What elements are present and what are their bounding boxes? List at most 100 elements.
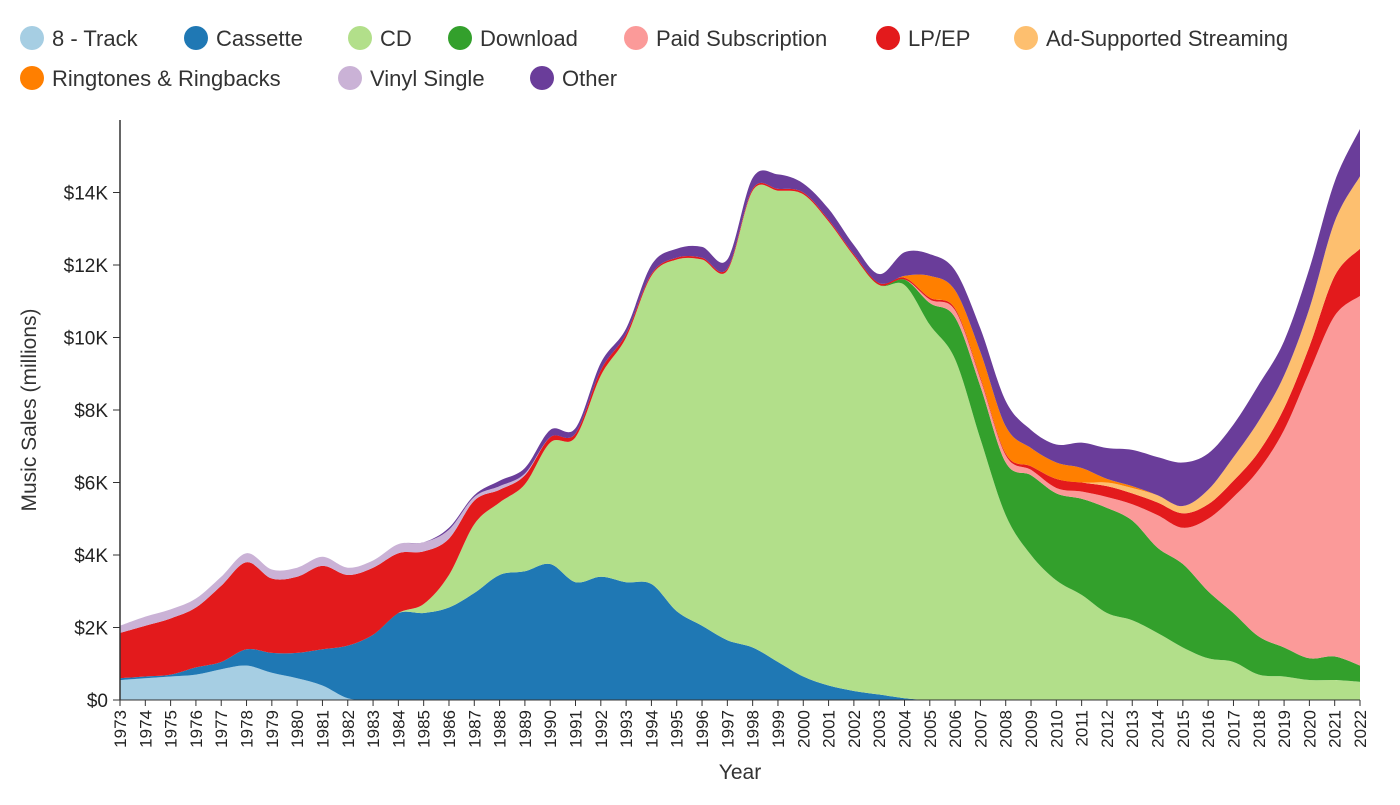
x-tick-label: 1994: [642, 710, 661, 748]
legend-swatch: [20, 66, 44, 90]
legend-label: Ringtones & Ringbacks: [52, 66, 281, 91]
x-tick-label: 2012: [1098, 710, 1117, 748]
x-tick-label: 2001: [820, 710, 839, 748]
y-tick-label: $8K: [74, 401, 108, 422]
area-8-track[interactable]: [120, 665, 1360, 701]
legend-item-other[interactable]: Other: [530, 66, 617, 91]
x-tick-label: 1978: [238, 710, 257, 748]
legend-item-ad-supported-streaming[interactable]: Ad-Supported Streaming: [1014, 26, 1288, 51]
x-tick-label: 2008: [997, 710, 1016, 748]
legend-swatch: [20, 26, 44, 50]
x-tick-label: 2003: [870, 710, 889, 748]
x-tick-label: 2022: [1351, 710, 1370, 748]
x-axis-title: Year: [719, 761, 761, 784]
x-tick-label: 1985: [415, 710, 434, 748]
x-tick-label: 2019: [1275, 710, 1294, 748]
x-tick-label: 2020: [1300, 710, 1319, 748]
legend-swatch: [876, 26, 900, 50]
area-cd[interactable]: [120, 184, 1360, 701]
legend-label: Ad-Supported Streaming: [1046, 26, 1288, 51]
x-tick-label: 2021: [1326, 710, 1345, 748]
x-tick-label: 1987: [465, 710, 484, 748]
x-tick-label: 1990: [541, 710, 560, 748]
x-tick-label: 1979: [263, 710, 282, 748]
legend-swatch: [1014, 26, 1038, 50]
legend-label: 8 - Track: [52, 26, 139, 51]
x-tick-label: 2015: [1174, 710, 1193, 748]
x-tick-label: 1988: [491, 710, 510, 748]
legend-item-download[interactable]: Download: [448, 26, 578, 51]
legend-item-8-track[interactable]: 8 - Track: [20, 26, 139, 51]
legend-label: Download: [480, 26, 578, 51]
x-tick-label: 1992: [592, 710, 611, 748]
x-tick-label: 1982: [339, 710, 358, 748]
y-tick-label: $4K: [74, 546, 108, 567]
x-tick-label: 2018: [1250, 710, 1269, 748]
x-tick-label: 1981: [313, 710, 332, 748]
x-tick-label: 1977: [212, 710, 231, 748]
area-lp-ep[interactable]: [120, 182, 1360, 679]
y-tick-label: $12K: [64, 256, 109, 277]
legend: 8 - Track Cassette CD Download Paid Subscrip…: [20, 26, 1288, 91]
x-tick-label: 1993: [617, 710, 636, 748]
y-tick-label: $2K: [74, 619, 108, 640]
area-cassette[interactable]: [120, 563, 1360, 701]
y-tick-label: $6K: [74, 474, 108, 495]
legend-label: Cassette: [216, 26, 303, 51]
legend-swatch: [448, 26, 472, 50]
x-tick-label: 2011: [1073, 710, 1092, 747]
x-tick-label: 1983: [364, 710, 383, 748]
x-tick-label: 2016: [1199, 710, 1218, 748]
x-tick-label: 2014: [1149, 710, 1168, 748]
x-axis-ticks: 1973 1974 1975 1976 1977 1978 1979 1980 1981 1982…: [111, 700, 1370, 748]
x-tick-label: 2007: [971, 710, 990, 748]
legend-label: CD: [380, 26, 412, 51]
legend-swatch: [530, 66, 554, 90]
x-tick-label: 1975: [162, 710, 181, 748]
y-tick-label: $0: [87, 691, 108, 712]
legend-label: Paid Subscription: [656, 26, 827, 51]
x-tick-label: 1991: [567, 710, 586, 748]
x-tick-label: 2004: [895, 710, 914, 748]
legend-item-cd[interactable]: CD: [348, 26, 412, 51]
y-tick-label: $10K: [64, 329, 109, 350]
x-tick-label: 2002: [845, 710, 864, 748]
x-tick-label: 1986: [440, 710, 459, 748]
plot-areas: [120, 129, 1360, 701]
x-tick-label: 1976: [187, 710, 206, 748]
legend-swatch: [184, 26, 208, 50]
legend-swatch: [338, 66, 362, 90]
x-tick-label: 2000: [794, 710, 813, 748]
x-tick-label: 1999: [769, 710, 788, 748]
x-tick-label: 2010: [1047, 710, 1066, 748]
legend-swatch: [348, 26, 372, 50]
y-axis-title: Music Sales (millions): [18, 308, 41, 511]
y-axis-ticks: $0 $2K $4K $6K $8K $10K $12K $14K: [64, 184, 120, 712]
legend-label: Other: [562, 66, 617, 91]
x-tick-label: 2013: [1123, 710, 1142, 748]
legend-item-ringtones-and-ringbacks[interactable]: Ringtones & Ringbacks: [20, 66, 281, 91]
legend-label: Vinyl Single: [370, 66, 485, 91]
x-tick-label: 1974: [136, 710, 155, 748]
x-tick-label: 1989: [516, 710, 535, 748]
x-tick-label: 2005: [921, 710, 940, 748]
legend-item-paid-subscription[interactable]: Paid Subscription: [624, 26, 827, 51]
legend-item-vinyl-single[interactable]: Vinyl Single: [338, 66, 485, 91]
legend-item-cassette[interactable]: Cassette: [184, 26, 303, 51]
area-other[interactable]: [120, 129, 1360, 626]
area-download[interactable]: [120, 184, 1360, 682]
x-tick-label: 1984: [389, 710, 408, 748]
x-tick-label: 1980: [288, 710, 307, 748]
legend-item-lp-ep[interactable]: LP/EP: [876, 26, 970, 51]
x-tick-label: 1998: [744, 710, 763, 748]
x-tick-label: 1995: [668, 710, 687, 748]
y-tick-label: $14K: [64, 184, 109, 205]
legend-label: LP/EP: [908, 26, 970, 51]
x-tick-label: 2006: [946, 710, 965, 748]
x-tick-label: 1996: [693, 710, 712, 748]
legend-swatch: [624, 26, 648, 50]
x-tick-label: 2009: [1022, 710, 1041, 748]
x-tick-label: 1973: [111, 710, 130, 748]
